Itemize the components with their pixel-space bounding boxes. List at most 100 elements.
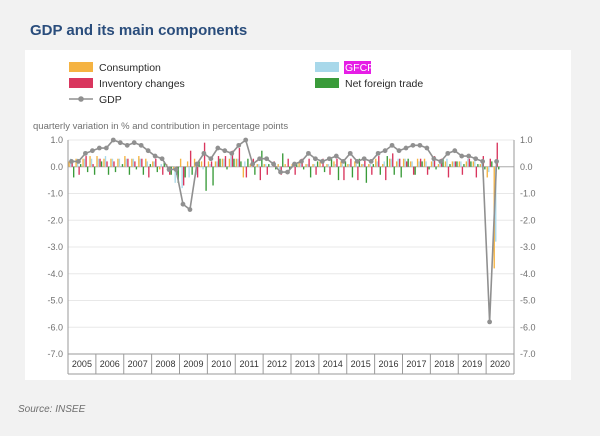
bar-net-foreign-trade xyxy=(114,166,117,173)
y-tick-label-left: -4.0 xyxy=(47,269,63,279)
bar-inventory-changes xyxy=(426,166,429,175)
bar-gfcf xyxy=(348,164,351,167)
chart-panel: Consumption GFCF Inventory changes Net fore… xyxy=(25,50,571,380)
gdp-point xyxy=(187,207,193,212)
legend-label: GFCF xyxy=(345,62,374,74)
gdp-point xyxy=(215,145,221,151)
bar-consumption xyxy=(354,161,356,167)
gdp-point xyxy=(96,145,102,151)
bar-net-foreign-trade xyxy=(219,158,221,167)
gdp-chart: Consumption GFCF Inventory changes Net fore… xyxy=(33,61,536,375)
gdp-point xyxy=(438,159,444,164)
bar-gfcf xyxy=(390,158,392,167)
bar-consumption xyxy=(479,164,481,167)
x-tick-label: 2007 xyxy=(128,359,148,369)
bar-net-foreign-trade xyxy=(421,161,423,167)
y-tick-label-left: 0.0 xyxy=(50,162,63,172)
bar-net-foreign-trade xyxy=(386,156,388,167)
bar-net-foreign-trade xyxy=(358,158,361,167)
bar-consumption xyxy=(82,158,84,167)
bar-inventory-changes xyxy=(294,166,296,175)
bar-consumption xyxy=(319,161,321,167)
bar-net-foreign-trade xyxy=(337,166,340,181)
bar-consumption xyxy=(152,161,154,167)
gdp-point xyxy=(466,153,472,159)
bar-net-foreign-trade xyxy=(163,161,165,167)
x-tick-label: 2015 xyxy=(351,359,371,369)
x-tick-label: 2009 xyxy=(183,359,203,369)
bar-consumption xyxy=(326,164,328,167)
bar-consumption xyxy=(291,164,293,167)
bar-consumption xyxy=(437,164,440,167)
gdp-point xyxy=(480,159,486,164)
bar-net-foreign-trade xyxy=(289,166,291,170)
bar-gfcf xyxy=(397,158,399,167)
bar-inventory-changes xyxy=(315,166,317,175)
bar-inventory-changes xyxy=(336,158,338,167)
y-tick-label-right: -2.0 xyxy=(520,215,536,225)
x-tick-label: 2011 xyxy=(240,359,259,369)
bar-gfcf xyxy=(453,161,455,167)
gdp-point xyxy=(131,140,137,146)
bar-net-foreign-trade xyxy=(247,158,249,167)
bar-net-foreign-trade xyxy=(205,166,207,191)
gdp-point xyxy=(487,319,493,325)
gdp-point xyxy=(180,201,186,207)
gdp-point xyxy=(110,137,116,143)
y-tick-label-right: -6.0 xyxy=(520,322,536,332)
bar-inventory-changes xyxy=(496,142,498,167)
bar-net-foreign-trade xyxy=(316,161,319,167)
bar-net-foreign-trade xyxy=(414,166,416,175)
bar-consumption xyxy=(409,161,412,167)
bar-gfcf xyxy=(230,156,232,167)
bar-consumption xyxy=(389,158,391,167)
y-tick-label-right: -3.0 xyxy=(520,242,536,252)
bar-consumption xyxy=(451,161,454,167)
chart-legend: Consumption GFCF Inventory changes Net fore… xyxy=(69,61,423,106)
gdp-point xyxy=(83,150,88,156)
chart-subtitle: quarterly variation in % and contributio… xyxy=(33,121,288,132)
legend-swatch xyxy=(69,62,93,72)
gdp-point xyxy=(424,145,430,151)
gdp-point xyxy=(152,153,158,159)
bar-gfcf xyxy=(146,161,148,167)
gdp-point xyxy=(306,150,311,156)
bar-gfcf xyxy=(209,164,211,167)
bar-consumption xyxy=(110,158,112,167)
x-tick-label: 2020 xyxy=(490,359,510,369)
legend-item-gfcf: GFCF xyxy=(315,61,374,74)
bar-consumption xyxy=(186,161,189,167)
gdp-line xyxy=(71,138,498,322)
bar-gfcf xyxy=(118,158,121,167)
bar-inventory-changes xyxy=(461,166,464,175)
bar-gfcf xyxy=(432,158,434,167)
bar-gfcf xyxy=(362,164,365,167)
gdp-point xyxy=(173,167,179,172)
bar-consumption xyxy=(458,161,461,167)
bar-consumption xyxy=(368,164,370,167)
gdp-point xyxy=(417,142,423,148)
y-tick-label-right: 1.0 xyxy=(520,135,533,145)
bar-net-foreign-trade xyxy=(100,161,103,167)
legend-item-gdp: GDP xyxy=(69,94,122,106)
bar-net-foreign-trade xyxy=(491,161,493,167)
bar-inventory-changes xyxy=(245,166,248,178)
bar-net-foreign-trade xyxy=(372,164,375,167)
bar-inventory-changes xyxy=(71,161,73,167)
bar-gfcf xyxy=(411,161,413,167)
bar-net-foreign-trade xyxy=(470,161,472,167)
bar-net-foreign-trade xyxy=(282,153,284,167)
gdp-point xyxy=(299,159,304,164)
gdp-point xyxy=(89,148,95,154)
bar-consumption xyxy=(465,161,468,167)
bar-gfcf xyxy=(181,166,183,189)
bar-consumption xyxy=(333,161,335,167)
bar-gfcf xyxy=(104,156,107,167)
bar-inventory-changes xyxy=(489,158,491,167)
bar-consumption xyxy=(228,158,231,167)
gdp-point xyxy=(319,159,325,164)
bar-gfcf xyxy=(418,161,420,167)
bar-consumption xyxy=(117,158,119,167)
gdp-point xyxy=(145,148,151,154)
bar-consumption xyxy=(423,158,426,167)
